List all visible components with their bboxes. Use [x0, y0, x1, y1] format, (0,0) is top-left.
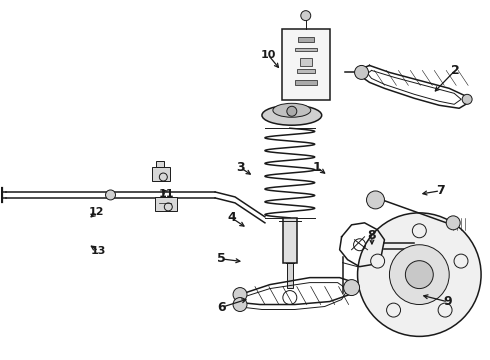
Circle shape — [454, 254, 468, 268]
Circle shape — [462, 94, 472, 104]
Bar — [152, 167, 171, 181]
Circle shape — [301, 11, 311, 21]
Circle shape — [287, 106, 297, 116]
Circle shape — [387, 303, 400, 317]
Bar — [282, 28, 330, 100]
Circle shape — [233, 288, 247, 302]
Text: 13: 13 — [91, 246, 106, 256]
Text: 1: 1 — [313, 161, 321, 174]
Bar — [295, 48, 317, 51]
Circle shape — [343, 280, 360, 296]
Circle shape — [358, 213, 481, 336]
Bar — [297, 69, 315, 73]
Circle shape — [413, 224, 426, 238]
Bar — [300, 58, 312, 67]
Bar — [283, 218, 297, 263]
Circle shape — [367, 191, 385, 209]
Text: 6: 6 — [217, 301, 226, 314]
Text: 5: 5 — [217, 252, 226, 265]
Circle shape — [390, 245, 449, 305]
Text: 11: 11 — [159, 189, 174, 199]
Circle shape — [370, 254, 385, 268]
Bar — [156, 161, 164, 167]
Bar — [295, 80, 317, 85]
Circle shape — [446, 216, 460, 230]
Text: 4: 4 — [227, 211, 236, 224]
Ellipse shape — [262, 105, 322, 125]
Bar — [155, 197, 177, 211]
Text: 12: 12 — [89, 207, 104, 217]
Text: 10: 10 — [261, 50, 276, 60]
Text: 8: 8 — [368, 229, 376, 242]
Circle shape — [355, 66, 368, 80]
Text: 2: 2 — [450, 64, 459, 77]
Text: 9: 9 — [444, 296, 452, 309]
Text: 3: 3 — [236, 161, 245, 174]
Ellipse shape — [273, 103, 311, 117]
Circle shape — [405, 261, 433, 289]
Circle shape — [105, 190, 116, 200]
Circle shape — [233, 298, 247, 311]
Circle shape — [438, 303, 452, 317]
Text: 7: 7 — [436, 184, 444, 197]
Bar — [287, 263, 293, 288]
Bar — [298, 37, 314, 41]
